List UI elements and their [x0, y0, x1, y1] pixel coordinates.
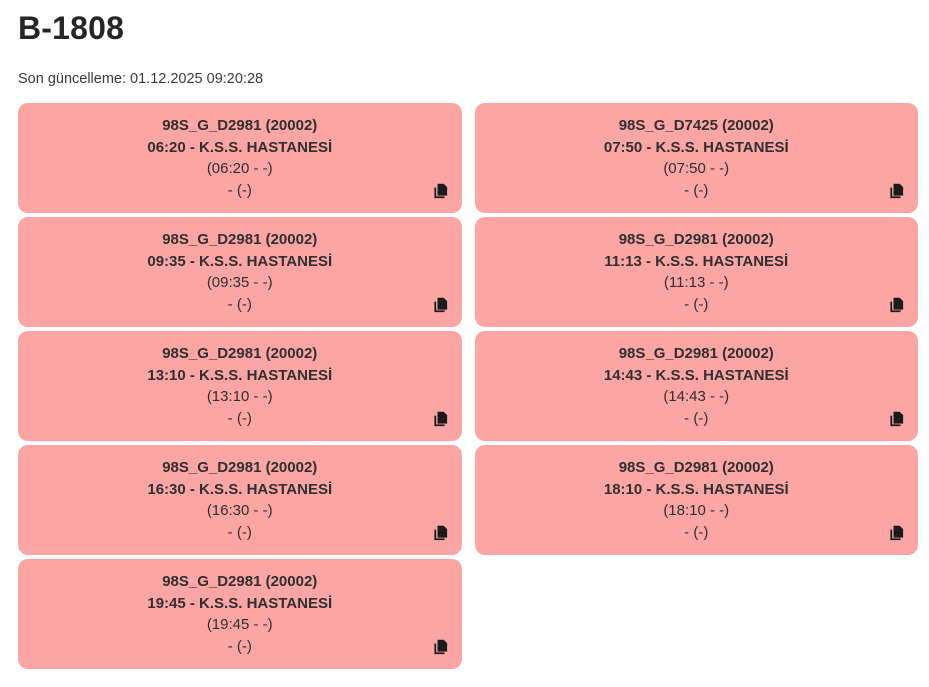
trip-card[interactable]: 98S_G_D2981 (20002) 09:35 - K.S.S. HASTA… [18, 217, 462, 327]
trip-card[interactable]: 98S_G_D2981 (20002) 16:30 - K.S.S. HASTA… [18, 445, 462, 555]
trip-card-grid: 98S_G_D2981 (20002) 06:20 - K.S.S. HASTA… [18, 103, 918, 669]
trip-planned-times: (09:35 - -) [206, 274, 273, 291]
trip-time-destination: 19:45 - K.S.S. HASTANESİ [147, 594, 333, 612]
trip-planned-times: (18:10 - -) [663, 502, 730, 519]
trip-card[interactable]: 98S_G_D2981 (20002) 13:10 - K.S.S. HASTA… [18, 331, 462, 441]
trip-actual-times: - (-) [684, 523, 709, 541]
trip-vehicle-label: 98S_G_D2981 (20002) [618, 459, 774, 476]
trip-planned-times: (13:10 - -) [206, 388, 273, 405]
page-title: B-1808 [18, 10, 125, 46]
trip-actual-times: - (-) [227, 637, 252, 655]
trip-card[interactable]: 98S_G_D2981 (20002) 06:20 - K.S.S. HASTA… [18, 103, 462, 213]
trip-planned-times: (07:50 - -) [663, 160, 730, 177]
trip-vehicle-label: 98S_G_D2981 (20002) [162, 573, 318, 590]
copy-icon[interactable] [887, 182, 905, 200]
trip-card[interactable]: 98S_G_D7425 (20002) 07:50 - K.S.S. HASTA… [474, 103, 918, 213]
trip-card[interactable]: 98S_G_D2981 (20002) 18:10 - K.S.S. HASTA… [474, 445, 918, 555]
trip-actual-times: - (-) [227, 409, 252, 427]
trip-vehicle-label: 98S_G_D2981 (20002) [618, 345, 774, 362]
copy-icon[interactable] [431, 296, 449, 314]
trip-vehicle-label: 98S_G_D2981 (20002) [162, 231, 318, 248]
trip-planned-times: (19:45 - -) [206, 616, 273, 633]
trip-vehicle-label: 98S_G_D2981 (20002) [162, 117, 318, 134]
trip-planned-times: (14:43 - -) [663, 388, 730, 405]
trip-actual-times: - (-) [684, 181, 709, 199]
trip-time-destination: 09:35 - K.S.S. HASTANESİ [147, 252, 333, 270]
trip-card[interactable]: 98S_G_D2981 (20002) 14:43 - K.S.S. HASTA… [474, 331, 918, 441]
trip-vehicle-label: 98S_G_D7425 (20002) [618, 117, 774, 134]
trip-actual-times: - (-) [227, 295, 252, 313]
trip-time-destination: 18:10 - K.S.S. HASTANESİ [603, 480, 789, 498]
last-update-label: Son güncelleme: 01.12.2025 09:20:28 [18, 71, 264, 87]
trip-time-destination: 14:43 - K.S.S. HASTANESİ [603, 366, 789, 384]
copy-icon[interactable] [887, 296, 905, 314]
trip-vehicle-label: 98S_G_D2981 (20002) [162, 345, 318, 362]
trip-planned-times: (06:20 - -) [206, 160, 273, 177]
trip-actual-times: - (-) [684, 409, 709, 427]
copy-icon[interactable] [887, 524, 905, 542]
trip-actual-times: - (-) [227, 523, 252, 541]
trip-planned-times: (11:13 - -) [663, 274, 729, 291]
copy-icon[interactable] [431, 638, 449, 656]
trip-actual-times: - (-) [227, 181, 252, 199]
trip-vehicle-label: 98S_G_D2981 (20002) [618, 231, 774, 248]
trip-time-destination: 13:10 - K.S.S. HASTANESİ [147, 366, 333, 384]
trip-actual-times: - (-) [684, 295, 709, 313]
copy-icon[interactable] [431, 182, 449, 200]
copy-icon[interactable] [431, 410, 449, 428]
trip-vehicle-label: 98S_G_D2981 (20002) [162, 459, 318, 476]
trip-time-destination: 16:30 - K.S.S. HASTANESİ [147, 480, 333, 498]
copy-icon[interactable] [431, 524, 449, 542]
trip-card[interactable]: 98S_G_D2981 (20002) 11:13 - K.S.S. HASTA… [474, 217, 918, 327]
trip-time-destination: 11:13 - K.S.S. HASTANESİ [604, 252, 789, 270]
copy-icon[interactable] [887, 410, 905, 428]
trip-card[interactable]: 98S_G_D2981 (20002) 19:45 - K.S.S. HASTA… [18, 559, 462, 669]
trip-time-destination: 07:50 - K.S.S. HASTANESİ [603, 138, 789, 156]
trip-planned-times: (16:30 - -) [206, 502, 273, 519]
trip-time-destination: 06:20 - K.S.S. HASTANESİ [147, 138, 333, 156]
